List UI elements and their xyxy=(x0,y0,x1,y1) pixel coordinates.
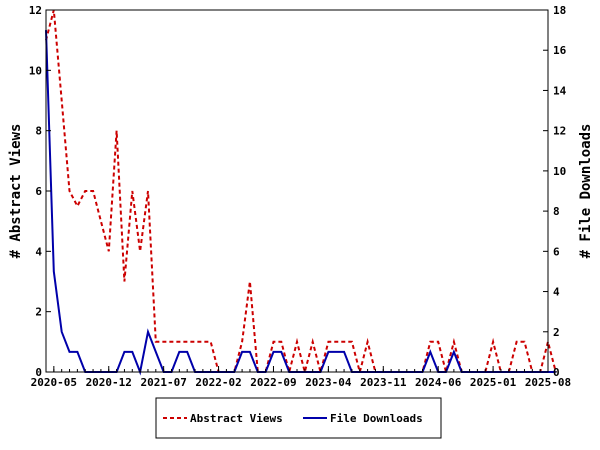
x-tick-label: 2024-06 xyxy=(415,376,462,389)
y-left-tick-label: 8 xyxy=(35,125,42,138)
legend-box xyxy=(155,397,442,439)
x-tick-label: 2023-04 xyxy=(305,376,352,389)
x-tick-label: 2022-02 xyxy=(195,376,241,389)
y-right-tick-label: 6 xyxy=(553,245,560,258)
legend: Abstract Views File Downloads xyxy=(155,397,442,439)
plot-area xyxy=(46,10,548,372)
x-tick-label: 2025-08 xyxy=(525,376,571,389)
plot-background xyxy=(46,10,548,372)
x-tick-label: 2025-01 xyxy=(470,376,517,389)
y-right-axis-title: # File Downloads xyxy=(578,124,594,259)
axes: 0 2 4 6 8 10 12 0 2 4 6 8 10 12 14 16 18 2020-05 2020-12 20… xyxy=(29,4,571,389)
x-tick-label: 2023-11 xyxy=(360,376,407,389)
x-tick-label: 2020-12 xyxy=(86,376,132,389)
series-line-abstract-views xyxy=(45,9,557,376)
y-left-tick-label: 0 xyxy=(35,366,42,379)
y-left-axis-title: # Abstract Views xyxy=(8,124,24,259)
y-right-tick-label: 16 xyxy=(553,44,567,57)
x-tick-label: 2021-07 xyxy=(140,376,186,389)
y-left-tick-label: 4 xyxy=(35,245,42,258)
y-right-tick-label: 8 xyxy=(553,205,560,218)
y-right-tick-label: 10 xyxy=(553,165,566,178)
y-left-tick-label: 2 xyxy=(35,306,42,319)
legend-label-file-downloads: File Downloads xyxy=(330,412,423,425)
y-right-tick-label: 12 xyxy=(553,125,566,138)
legend-label-abstract-views: Abstract Views xyxy=(190,412,283,425)
y-right-tick-label: 18 xyxy=(553,4,566,17)
y-right-tick-label: 2 xyxy=(553,326,560,339)
y-left-tick-label: 6 xyxy=(35,185,42,198)
y-right-tick-label: 14 xyxy=(553,84,567,97)
x-tick-label: 2022-09 xyxy=(250,376,296,389)
y-left-tick-label: 10 xyxy=(29,64,42,77)
y-right-tick-label: 4 xyxy=(553,286,560,299)
y-right-tick-label: 0 xyxy=(553,366,560,379)
y-left-tick-label: 12 xyxy=(29,4,42,17)
x-tick-label: 2020-05 xyxy=(31,376,77,389)
